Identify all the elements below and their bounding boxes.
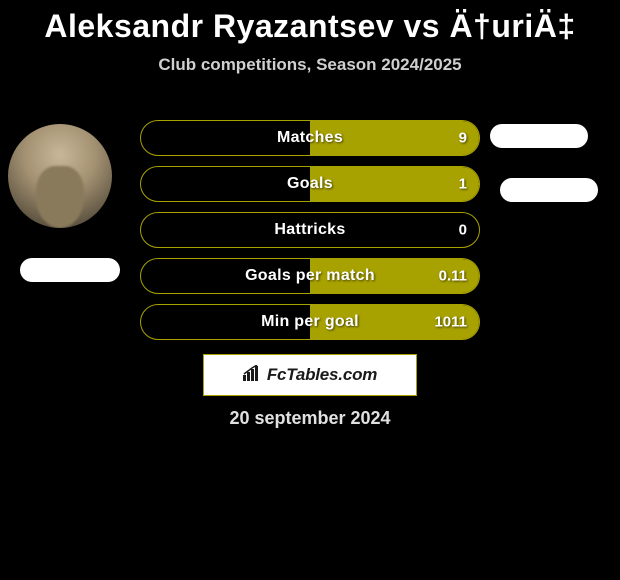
stat-bar: Goals 1 [140,166,480,202]
stat-label: Goals [287,175,333,193]
comparison-date: 20 september 2024 [0,408,620,429]
stat-bar: Min per goal 1011 [140,304,480,340]
stat-value-right: 9 [459,130,467,147]
brand-text: FcTables.com [267,365,377,385]
stat-label: Hattricks [274,221,345,239]
player-right-name-pill-1 [490,124,588,148]
stats-bars: Matches 9 Goals 1 Hattricks 0 Goals per … [140,120,480,350]
player-left-photo [8,124,112,228]
brand-logo: FcTables.com [243,365,377,386]
stat-value-right: 1 [459,176,467,193]
stat-bar: Matches 9 [140,120,480,156]
chart-icon [243,365,263,386]
stat-bar: Hattricks 0 [140,212,480,248]
stat-fill-right [310,167,479,201]
player-left-name-pill [20,258,120,282]
stat-label: Goals per match [245,267,375,285]
stat-value-right: 0.11 [439,268,467,285]
comparison-title: Aleksandr Ryazantsev vs Ä†uriÄ‡ [0,0,620,45]
brand-logo-box[interactable]: FcTables.com [203,354,417,396]
stat-label: Min per goal [261,313,359,331]
stat-value-right: 0 [459,222,467,239]
stat-bar: Goals per match 0.11 [140,258,480,294]
comparison-subtitle: Club competitions, Season 2024/2025 [0,55,620,75]
stat-value-right: 1011 [434,314,467,331]
stat-label: Matches [277,129,343,147]
player-right-name-pill-2 [500,178,598,202]
